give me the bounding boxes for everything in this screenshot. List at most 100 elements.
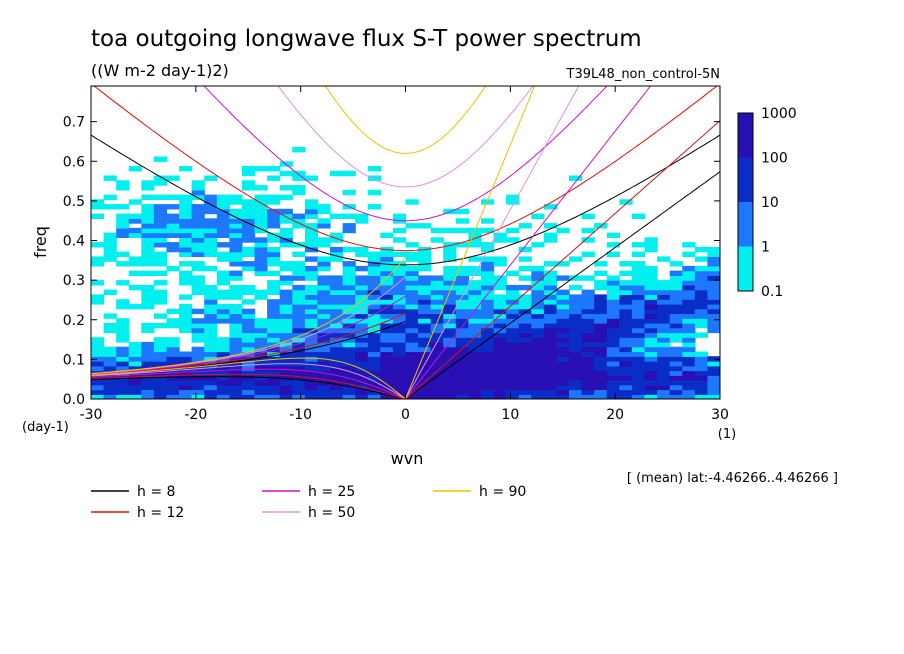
power-cell: [581, 380, 595, 386]
power-cell: [141, 204, 155, 210]
power-cell: [267, 208, 281, 215]
power-cell: [216, 275, 230, 281]
power-cell: [669, 332, 683, 338]
power-cell: [657, 351, 671, 357]
power-cell: [405, 256, 419, 262]
power-cell: [153, 337, 168, 343]
power-cell: [153, 280, 168, 286]
power-cell: [707, 294, 720, 300]
power-cell: [455, 218, 469, 224]
power-cell: [128, 341, 142, 348]
power-cell: [543, 380, 558, 386]
power-cell: [694, 361, 708, 367]
power-cell: [153, 261, 168, 267]
power-cell: [380, 337, 394, 343]
power-cell: [279, 265, 293, 272]
power-cell: [292, 218, 306, 224]
power-cell: [267, 194, 281, 200]
power-cell: [367, 351, 381, 357]
power-cell: [682, 318, 696, 324]
power-cell: [267, 166, 281, 172]
power-cell: [141, 389, 155, 395]
power-cell: [644, 337, 658, 343]
power-cell: [657, 361, 671, 367]
power-cell: [229, 370, 243, 376]
power-cell: [430, 308, 444, 315]
power-cell: [481, 332, 495, 338]
power-cell: [631, 270, 646, 276]
power-cell: [531, 394, 545, 399]
power-cell: [443, 346, 457, 353]
power-cell: [279, 185, 293, 191]
power-cell: [191, 380, 205, 386]
power-cell: [342, 213, 356, 219]
power-cell: [141, 185, 155, 191]
power-cell: [179, 270, 193, 276]
power-cell: [455, 303, 469, 310]
power-cell: [216, 337, 230, 343]
power-cell: [216, 351, 230, 357]
power-cell: [518, 313, 532, 319]
power-cell: [631, 261, 646, 267]
power-cell: [304, 308, 319, 315]
power-cell: [455, 284, 469, 291]
power-cell: [418, 303, 432, 310]
power-cell: [506, 384, 520, 391]
power-cell: [657, 365, 671, 372]
power-cell: [531, 294, 545, 300]
power-cell: [707, 318, 720, 324]
power-cell: [204, 194, 218, 200]
power-cell: [267, 384, 281, 391]
power-cell: [606, 299, 620, 305]
power-cell: [569, 175, 583, 181]
power-cell: [657, 313, 671, 319]
power-cell: [569, 303, 583, 310]
power-cell: [506, 370, 520, 376]
power-cell: [644, 275, 658, 281]
power-cell: [242, 394, 256, 399]
power-cell: [493, 313, 507, 319]
power-cell: [493, 308, 507, 315]
power-cell: [682, 394, 696, 399]
power-cell: [141, 213, 155, 219]
power-cell: [720, 299, 733, 304]
power-cell: [367, 189, 381, 196]
power-cell: [631, 280, 646, 286]
power-cell: [631, 284, 646, 291]
power-cell: [443, 356, 457, 362]
power-cell: [506, 365, 520, 372]
power-cell: [392, 227, 407, 234]
power-cell: [669, 384, 683, 391]
power-cell: [153, 256, 168, 262]
power-cell: [367, 261, 381, 267]
power-cell: [179, 223, 193, 229]
power-cell: [468, 394, 482, 399]
power-cell: [380, 256, 394, 262]
power-cell: [405, 341, 419, 348]
power-cell: [720, 233, 733, 238]
power-cell: [116, 346, 130, 353]
power-cell: [355, 356, 369, 362]
power-cell: [631, 242, 646, 248]
power-cell: [619, 346, 633, 353]
power-cell: [430, 284, 444, 291]
power-cell: [392, 299, 407, 305]
power-cell: [179, 351, 193, 357]
power-cell: [342, 246, 356, 253]
power-cell: [141, 394, 155, 399]
power-cell: [657, 384, 671, 391]
power-cell: [443, 389, 457, 395]
power-cell: [556, 351, 570, 357]
power-cell: [229, 284, 243, 291]
power-cell: [430, 303, 444, 310]
power-cell: [418, 299, 432, 305]
power-cell: [518, 384, 532, 391]
power-cell: [619, 361, 633, 367]
power-cell: [103, 322, 117, 329]
power-cell: [216, 199, 230, 205]
power-cell: [254, 294, 268, 300]
power-cell: [531, 351, 545, 357]
power-cell: [116, 227, 130, 234]
power-cell: [254, 246, 268, 253]
power-cell: [267, 246, 281, 253]
